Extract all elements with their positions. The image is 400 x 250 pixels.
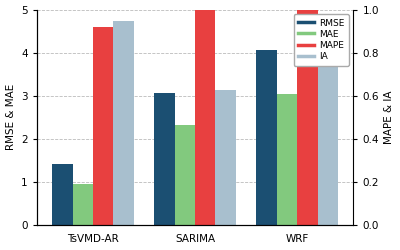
Bar xyxy=(72,184,93,225)
Bar xyxy=(113,22,134,225)
Bar xyxy=(277,94,297,225)
Bar xyxy=(175,125,195,225)
Bar xyxy=(195,0,216,225)
Bar xyxy=(318,66,338,225)
Bar xyxy=(256,50,277,225)
Bar xyxy=(93,27,113,225)
Bar xyxy=(297,0,318,225)
Bar xyxy=(216,90,236,225)
Bar xyxy=(154,92,175,225)
Y-axis label: RMSE & MAE: RMSE & MAE xyxy=(6,84,16,150)
Legend: RMSE, MAE, MAPE, IA: RMSE, MAE, MAPE, IA xyxy=(294,14,349,66)
Y-axis label: MAPE & IA: MAPE & IA xyxy=(384,90,394,144)
Bar xyxy=(52,164,72,225)
